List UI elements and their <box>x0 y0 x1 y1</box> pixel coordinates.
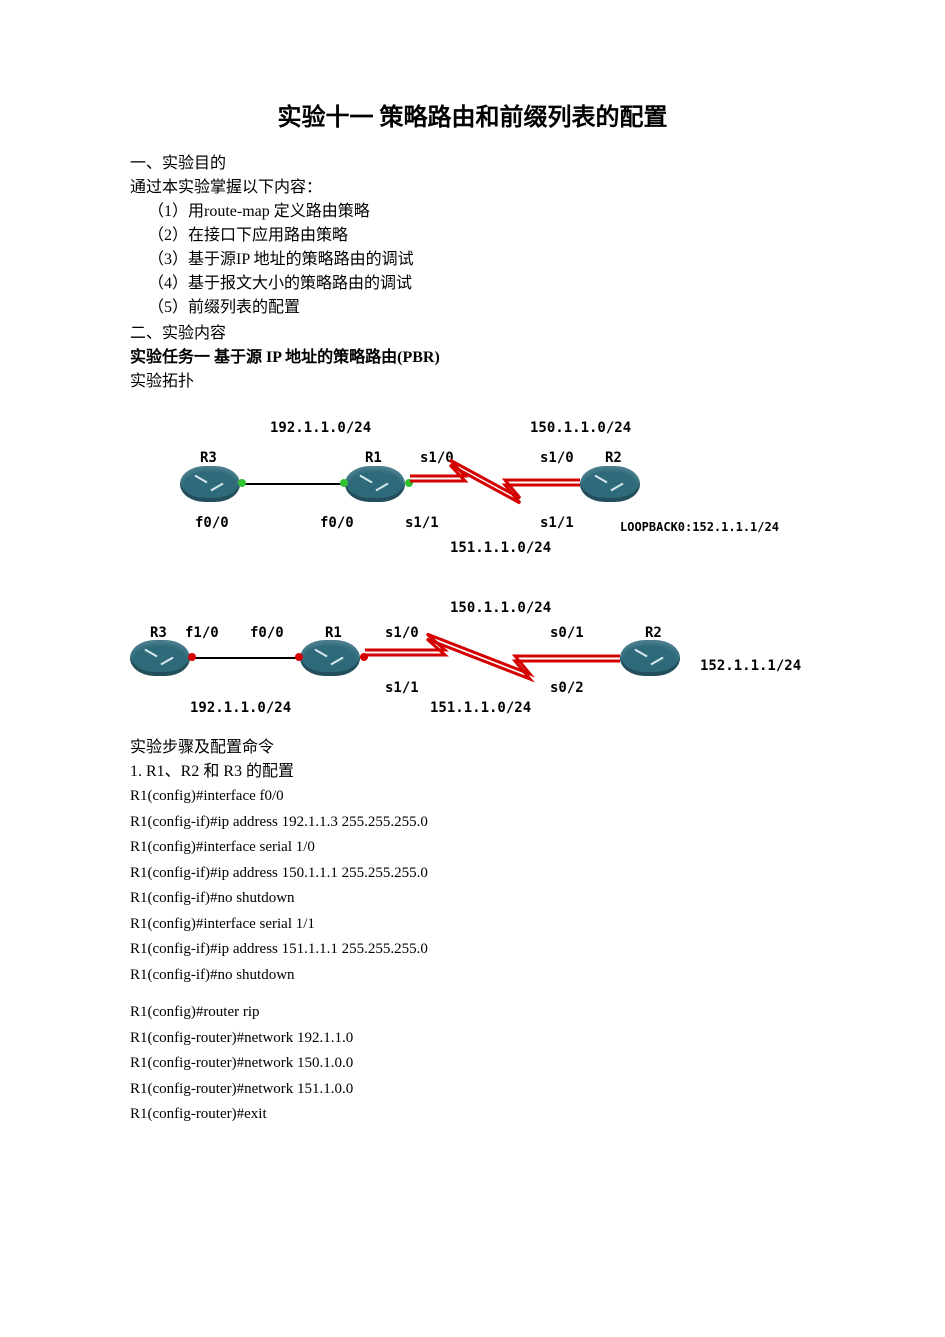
net-label: 151.1.1.0/24 <box>450 538 551 559</box>
router-icon <box>180 466 240 502</box>
net-label: 150.1.1.0/24 <box>450 598 551 619</box>
router-icon <box>620 640 680 676</box>
port-label: f0/0 <box>195 513 229 534</box>
port-label: f1/0 <box>185 623 219 644</box>
topology-heading: 实验拓扑 <box>130 370 815 394</box>
loopback-label: LOOPBACK0:152.1.1.1/24 <box>620 518 779 536</box>
command-line: R1(config-if)#ip address 192.1.1.3 255.2… <box>130 810 815 836</box>
router-icon <box>300 640 360 676</box>
step1-heading: 1. R1、R2 和 R3 的配置 <box>130 760 815 784</box>
command-line: R1(config-router)#network 192.1.1.0 <box>130 1026 815 1052</box>
command-line: R1(config)#router rip <box>130 1000 815 1026</box>
command-line: R1(config-router)#network 150.1.0.0 <box>130 1051 815 1077</box>
command-line: R1(config)#interface f0/0 <box>130 784 815 810</box>
steps-heading: 实验步骤及配置命令 <box>130 736 815 760</box>
link-dot-icon <box>188 653 196 661</box>
goal-item: （1）用route-map 定义路由策略 <box>130 200 815 224</box>
topology-diagram-2: 150.1.1.0/24 R3 f1/0 f0/0 R1 s1/0 s0/1 R… <box>130 598 815 728</box>
command-block: R1(config)#interface f0/0 R1(config-if)#… <box>130 784 815 988</box>
port-label: f0/0 <box>320 513 354 534</box>
section-content-heading: 二、实验内容 <box>130 322 815 346</box>
net-label: 192.1.1.0/24 <box>190 698 291 719</box>
link-dot-icon <box>295 653 303 661</box>
port-label: s1/1 <box>405 513 439 534</box>
topology-diagram-1: 192.1.1.0/24 150.1.1.0/24 R3 R1 s1/0 s1/… <box>130 418 815 568</box>
command-line: R1(config)#interface serial 1/1 <box>130 912 815 938</box>
port-label: s0/2 <box>550 678 584 699</box>
goal-item: （5）前缀列表的配置 <box>130 296 815 320</box>
page-title: 实验十一 策略路由和前缀列表的配置 <box>130 100 815 136</box>
router-icon <box>130 640 190 676</box>
command-line: R1(config-router)#network 151.1.0.0 <box>130 1077 815 1103</box>
router-icon <box>345 466 405 502</box>
port-label: f0/0 <box>250 623 284 644</box>
goal-item: （2）在接口下应用路由策略 <box>130 224 815 248</box>
ethernet-link <box>240 483 345 485</box>
host-label: 152.1.1.1/24 <box>700 656 801 677</box>
serial-link-icon <box>410 458 585 513</box>
ethernet-link <box>190 657 300 659</box>
goal-item: （4）基于报文大小的策略路由的调试 <box>130 272 815 296</box>
link-dot-icon <box>238 479 246 487</box>
command-block: R1(config)#router rip R1(config-router)#… <box>130 1000 815 1128</box>
goal-item: （3）基于源IP 地址的策略路由的调试 <box>130 248 815 272</box>
command-line: R1(config-if)#no shutdown <box>130 886 815 912</box>
command-line: R1(config-if)#ip address 150.1.1.1 255.2… <box>130 861 815 887</box>
command-line: R1(config)#interface serial 1/0 <box>130 835 815 861</box>
goal-intro: 通过本实验掌握以下内容： <box>130 176 815 200</box>
section-goal-heading: 一、实验目的 <box>130 152 815 176</box>
net-label: 151.1.1.0/24 <box>430 698 531 719</box>
router-icon <box>580 466 640 502</box>
port-label: s1/1 <box>385 678 419 699</box>
net-label: 192.1.1.0/24 <box>270 418 371 439</box>
link-dot-icon <box>340 479 348 487</box>
port-label: s1/1 <box>540 513 574 534</box>
task1-heading: 实验任务一 基于源 IP 地址的策略路由(PBR) <box>130 346 815 370</box>
net-label: 150.1.1.0/24 <box>530 418 631 439</box>
command-line: R1(config-router)#exit <box>130 1102 815 1128</box>
command-line: R1(config-if)#no shutdown <box>130 963 815 989</box>
command-line: R1(config-if)#ip address 151.1.1.1 255.2… <box>130 937 815 963</box>
